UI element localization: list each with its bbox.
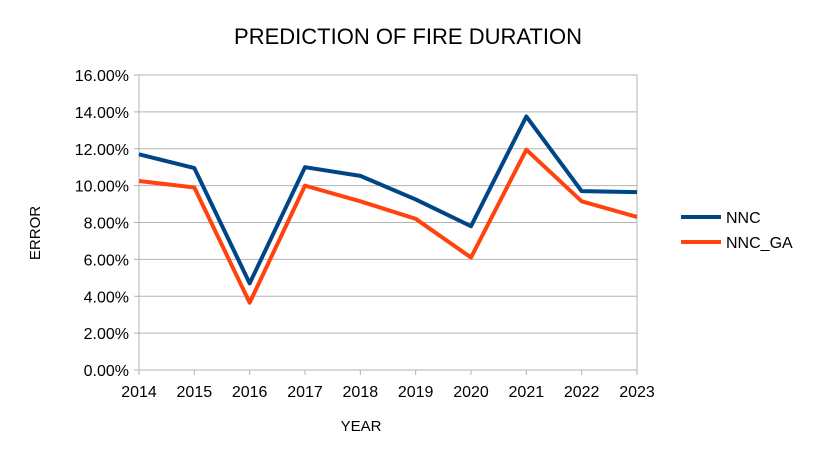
y-tick-label: 16.00% — [75, 68, 129, 85]
x-tick-label: 2018 — [343, 384, 379, 401]
y-axis-title: ERROR — [27, 206, 44, 260]
x-tick-label: 2021 — [509, 384, 545, 401]
x-axis-ticks: 2014 2015 2016 2017 2018 2019 2020 2021 2022 2023 — [121, 370, 655, 401]
y-tick-label: 14.00% — [75, 105, 129, 122]
y-tick-label: 4.00% — [84, 289, 129, 306]
y-tick-label: 10.00% — [75, 179, 129, 196]
y-tick-label: 2.00% — [84, 326, 129, 343]
grid — [139, 74, 637, 371]
legend: NNC NNC_GA — [681, 210, 793, 252]
x-tick-label: 2015 — [177, 384, 213, 401]
x-tick-label: 2020 — [453, 384, 489, 401]
series-lines — [138, 114, 638, 305]
x-tick-label: 2017 — [287, 384, 323, 401]
y-tick-label: 0.00% — [84, 363, 129, 380]
x-tick-label: 2023 — [619, 384, 655, 401]
series-line-nnc — [138, 114, 638, 286]
legend-label: NNC_GA — [726, 235, 793, 252]
legend-label: NNC — [726, 210, 761, 227]
y-tick-label: 6.00% — [84, 252, 129, 269]
chart-title: PREDICTION OF FIRE DURATION — [234, 24, 582, 49]
x-tick-label: 2019 — [398, 384, 434, 401]
y-tick-label: 12.00% — [75, 142, 129, 159]
x-tick-label: 2014 — [121, 384, 157, 401]
x-axis-title: YEAR — [341, 418, 382, 435]
series-line-nnc-ga — [138, 147, 638, 305]
x-tick-label: 2022 — [564, 384, 600, 401]
x-tick-label: 2016 — [232, 384, 268, 401]
y-tick-label: 8.00% — [84, 216, 129, 233]
y-axis-ticks: 0.00% 2.00% 4.00% 6.00% 8.00% 10.00% 12.00% 14.… — [75, 68, 139, 380]
